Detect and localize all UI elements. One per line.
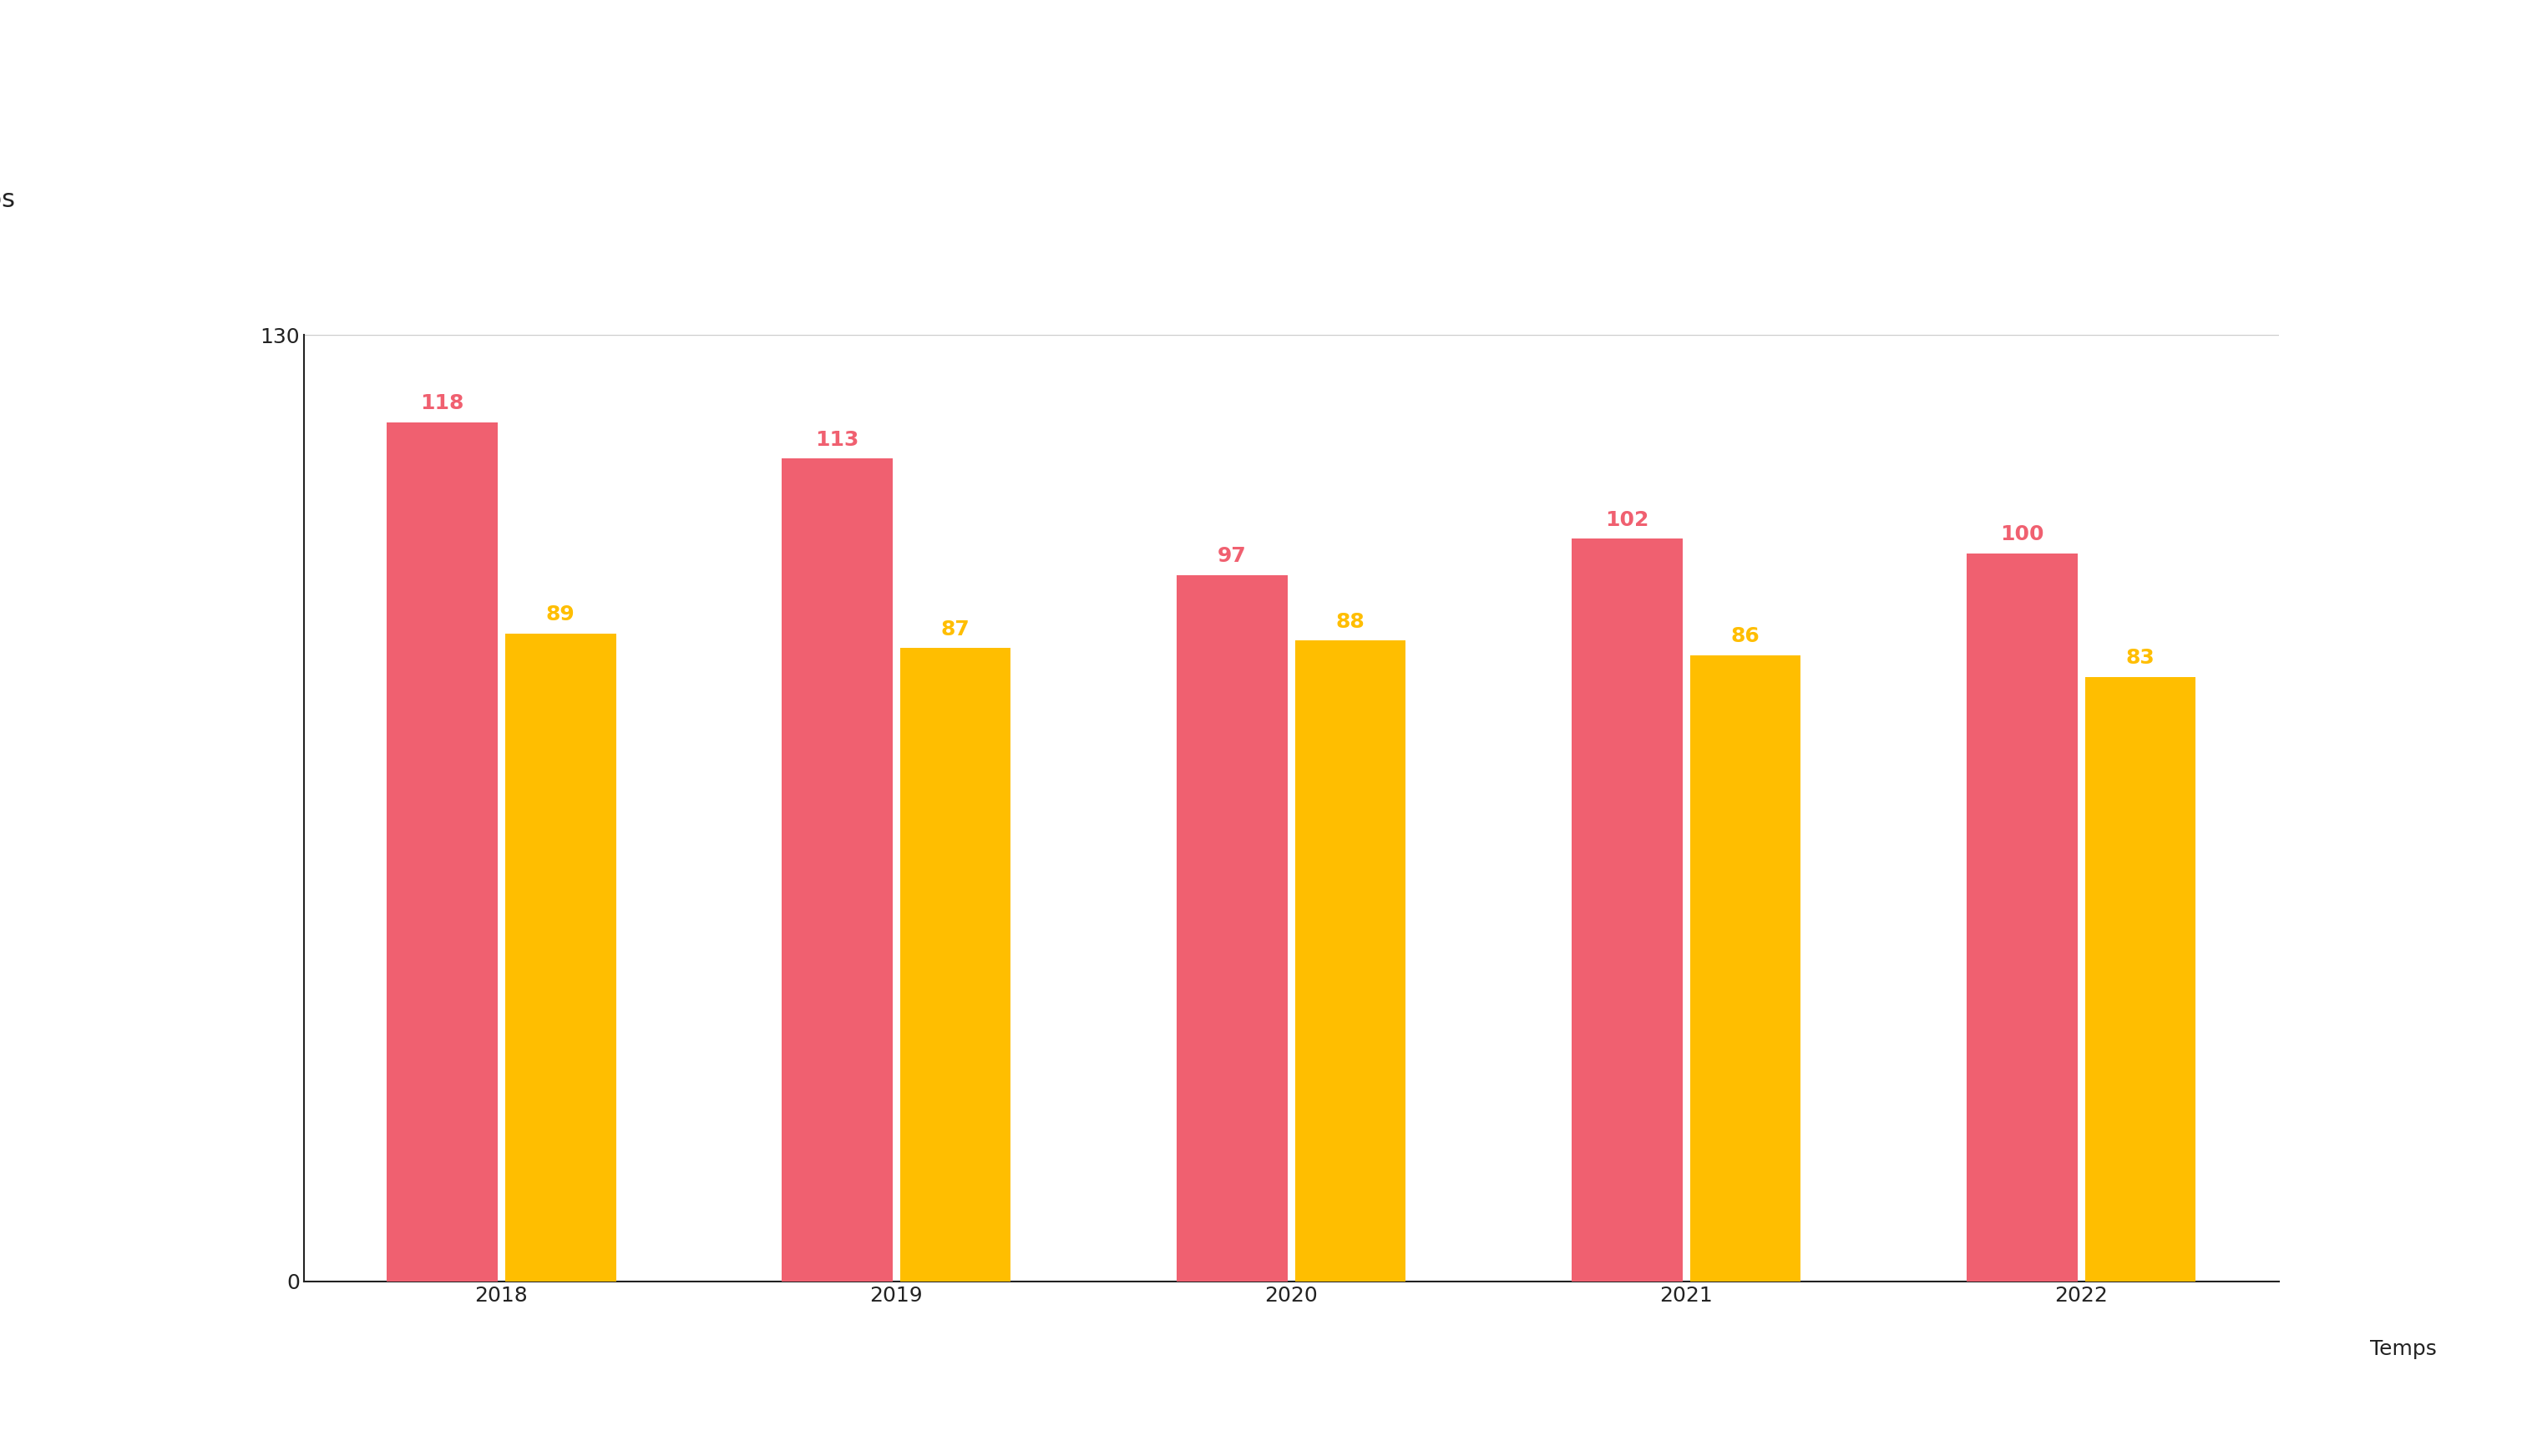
Text: 88: 88 <box>1337 612 1365 632</box>
Bar <box>901 648 1010 1281</box>
Bar <box>1691 655 1800 1281</box>
Bar <box>782 459 891 1281</box>
Bar <box>1572 539 1681 1281</box>
Text: 113: 113 <box>815 430 858 450</box>
Text: 118: 118 <box>420 393 463 414</box>
Text: 89: 89 <box>547 604 575 625</box>
Text: Summer High Temps: Summer High Temps <box>0 188 15 213</box>
Bar <box>2086 677 2195 1281</box>
Bar <box>387 422 496 1281</box>
Bar <box>1967 553 2076 1281</box>
Text: 102: 102 <box>1605 510 1648 530</box>
Text: 87: 87 <box>942 619 970 639</box>
Bar <box>1296 641 1405 1281</box>
Text: 97: 97 <box>1218 546 1246 566</box>
Text: 86: 86 <box>1732 626 1760 646</box>
Text: Temps: Temps <box>2370 1340 2436 1360</box>
Text: 83: 83 <box>2127 648 2155 668</box>
Bar <box>1177 575 1286 1281</box>
Text: 100: 100 <box>2000 524 2043 545</box>
Bar <box>506 633 615 1281</box>
